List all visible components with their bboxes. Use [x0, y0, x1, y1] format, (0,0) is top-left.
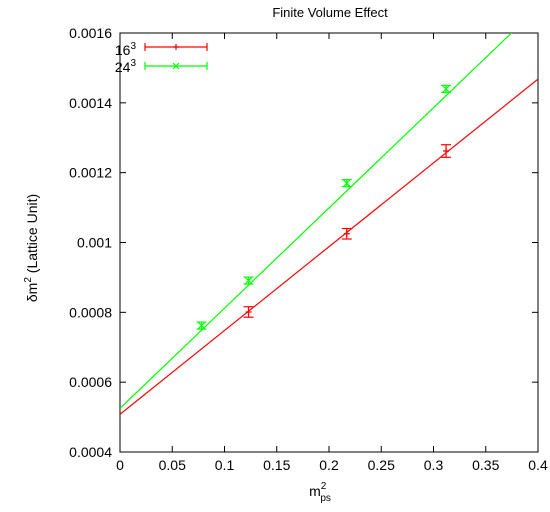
data-point: [245, 308, 252, 315]
legend-label-24: 243: [115, 58, 137, 75]
legend-24-sup: 3: [130, 58, 136, 69]
x-tick-label: 0.35: [472, 457, 499, 473]
series-16-group: [120, 78, 538, 415]
legend-24-base: 24: [115, 59, 131, 75]
x-axis-label: m2 ps: [309, 481, 331, 504]
plot-frame: [119, 32, 539, 453]
data-point: [245, 277, 252, 284]
data-point: [343, 230, 350, 237]
x-tick-label: 0.3: [424, 457, 444, 473]
series-24-group: [120, 33, 513, 409]
chart-title: Finite Volume Effect: [272, 5, 388, 20]
y-axis-label-prefix: δm: [24, 283, 40, 302]
legend: 163 243: [115, 41, 208, 75]
x-tick-label: 0.4: [528, 457, 548, 473]
y-tick-label: 0.0014: [69, 95, 112, 111]
x-tick-label: 0: [116, 457, 124, 473]
y-axis-label-suffix: (Lattice Unit): [24, 194, 40, 277]
y-tick-label: 0.001: [77, 235, 112, 251]
y-tick-label: 0.0016: [69, 25, 112, 41]
data-point: [443, 148, 450, 155]
legend-marker: [173, 44, 179, 50]
data-point: [442, 85, 450, 93]
x-tick-label: 0.1: [215, 457, 235, 473]
legend-marker: [172, 62, 180, 70]
y-tick-label: 0.0004: [69, 444, 112, 460]
data-point: [198, 322, 205, 330]
y-tick-label: 0.0012: [69, 165, 112, 181]
plot-area: 0 0.05 0.1 0.15 0.2 0.25 0.3 0.35 0.4 0.0004 0.000…: [69, 25, 548, 473]
x-tick-label: 0.05: [159, 457, 186, 473]
x-axis-label-sup: 2: [321, 481, 327, 492]
data-point: [343, 179, 351, 187]
x-tick-label: 0.15: [263, 457, 290, 473]
y-axis-label: δm2 (Lattice Unit): [23, 194, 40, 302]
x-tick-label: 0.2: [319, 457, 339, 473]
x-axis-label-sub: ps: [320, 493, 331, 504]
x-axis-label-base: m: [309, 483, 321, 499]
legend-16-base: 16: [115, 42, 131, 58]
fit-line-16: [120, 78, 538, 415]
x-tick-label: 0.25: [368, 457, 395, 473]
fit-line-24: [120, 33, 513, 409]
y-axis-label-sup: 2: [23, 277, 34, 283]
legend-label-16: 163: [115, 41, 137, 58]
y-tick-label: 0.0008: [69, 304, 112, 320]
legend-16-sup: 3: [130, 41, 136, 52]
y-tick-label: 0.0006: [69, 374, 112, 390]
